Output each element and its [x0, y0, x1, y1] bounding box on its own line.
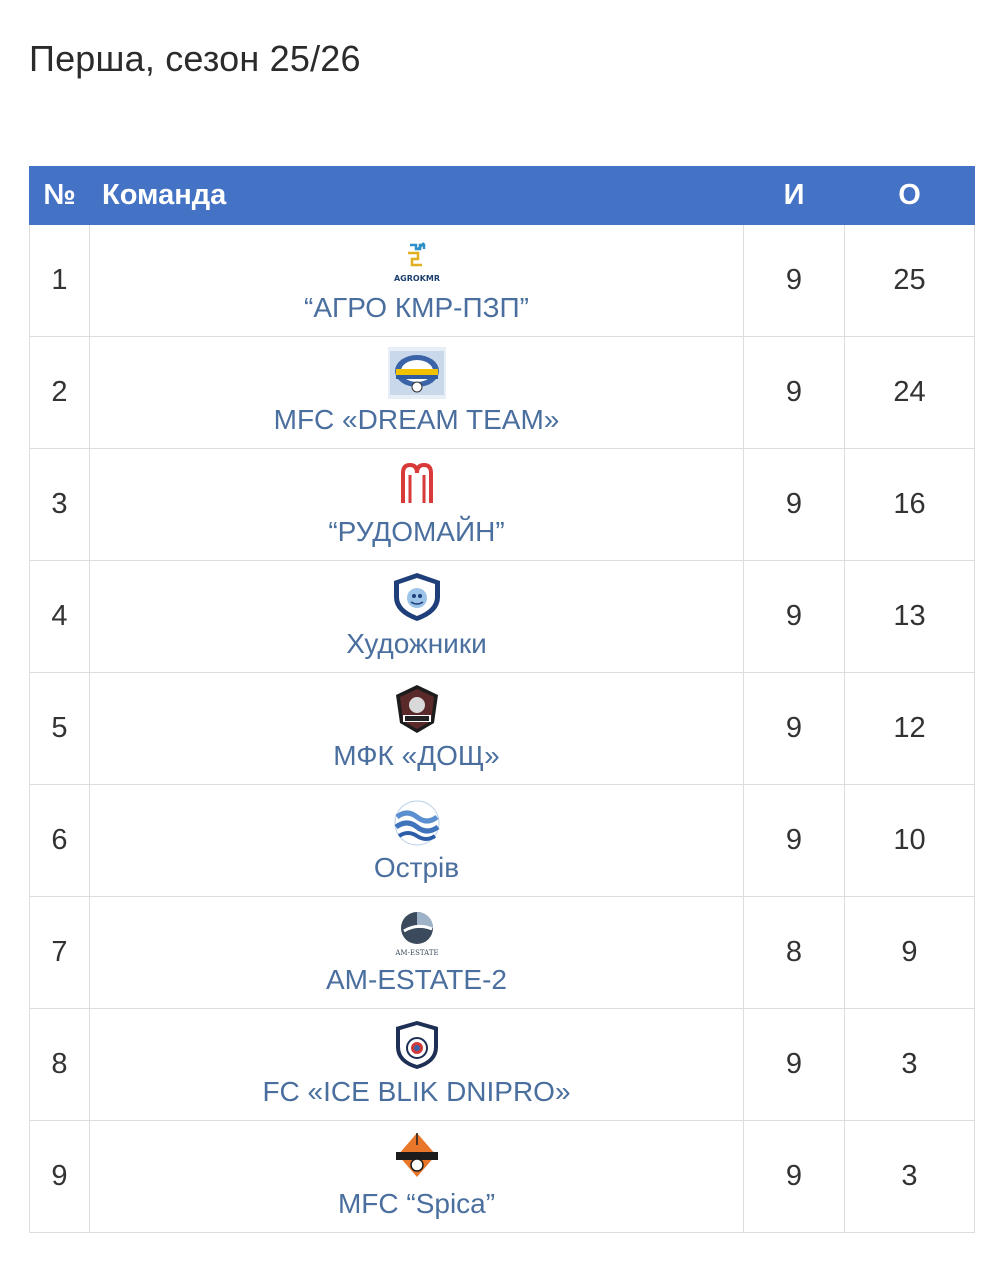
table-row: 4 Художники 9 13 — [29, 560, 975, 673]
dream-team-logo-icon[interactable] — [387, 347, 446, 399]
table-row: 1 AGROKMR “АГРО КМР-ПЗП” 9 25 — [29, 224, 975, 337]
position-cell: 5 — [29, 672, 90, 785]
team-name-link[interactable]: MFC “Spica” — [337, 1188, 496, 1219]
team-name-link[interactable]: “РУДОМАЙН” — [328, 516, 505, 547]
position-cell: 8 — [29, 1008, 90, 1121]
team-cell: “РУДОМАЙН” — [89, 448, 744, 561]
am-estate-logo-icon[interactable]: AM-ESTATE — [387, 907, 446, 959]
games-cell: 8 — [743, 896, 845, 1009]
points-cell: 16 — [844, 448, 975, 561]
points-cell: 24 — [844, 336, 975, 449]
doshch-logo-icon[interactable] — [387, 683, 446, 735]
header-team[interactable]: Команда — [89, 166, 744, 225]
points-cell: 12 — [844, 672, 975, 785]
points-cell: 3 — [844, 1008, 975, 1121]
table-row: 8 FC «ICE BLIK DNIPRO» 9 3 — [29, 1008, 975, 1121]
points-cell: 25 — [844, 224, 975, 337]
games-cell: 9 — [743, 784, 845, 897]
position-cell: 3 — [29, 448, 90, 561]
position-cell: 2 — [29, 336, 90, 449]
team-name-link[interactable]: Острів — [373, 852, 460, 883]
table-row: 7 AM-ESTATE AM-ESTATE-2 8 9 — [29, 896, 975, 1009]
position-cell: 6 — [29, 784, 90, 897]
games-cell: 9 — [743, 336, 845, 449]
team-name-link[interactable]: Художники — [346, 628, 487, 659]
position-cell: 1 — [29, 224, 90, 337]
header-number[interactable]: № — [29, 166, 90, 225]
games-cell: 9 — [743, 1008, 845, 1121]
position-cell: 7 — [29, 896, 90, 1009]
team-name-link[interactable]: FC «ICE BLIK DNIPRO» — [262, 1076, 571, 1107]
standings-table: № Команда И О 1 AGROKMR “АГРО КМР-ПЗП” — [29, 166, 975, 1233]
table-row: 2 MFC «DREAM TEAM» 9 24 — [29, 336, 975, 449]
table-row: 6 Острів 9 10 — [29, 784, 975, 897]
team-name-link[interactable]: MFC «DREAM TEAM» — [273, 404, 560, 435]
table-row: 3 “РУДОМАЙН” 9 16 — [29, 448, 975, 561]
spica-logo-icon[interactable] — [387, 1131, 446, 1183]
points-cell: 3 — [844, 1120, 975, 1233]
svg-text:AGROKMR: AGROKMR — [393, 274, 439, 283]
team-cell: AM-ESTATE AM-ESTATE-2 — [89, 896, 744, 1009]
khudozhnyky-logo-icon[interactable] — [387, 571, 446, 623]
team-cell: MFC «DREAM TEAM» — [89, 336, 744, 449]
svg-text:AM-ESTATE: AM-ESTATE — [394, 949, 438, 957]
header-points[interactable]: О — [844, 166, 975, 225]
team-cell: AGROKMR “АГРО КМР-ПЗП” — [89, 224, 744, 337]
position-cell: 9 — [29, 1120, 90, 1233]
team-name-link[interactable]: AM-ESTATE-2 — [326, 964, 507, 995]
points-cell: 10 — [844, 784, 975, 897]
table-header-row: № Команда И О — [29, 166, 975, 225]
position-cell: 4 — [29, 560, 90, 673]
page-title: Перша, сезон 25/26 — [29, 38, 361, 79]
team-cell: МФК «ДОЩ» — [89, 672, 744, 785]
table-row: 5 МФК «ДОЩ» 9 12 — [29, 672, 975, 785]
team-name-link[interactable]: МФК «ДОЩ» — [333, 740, 500, 771]
points-cell: 9 — [844, 896, 975, 1009]
games-cell: 9 — [743, 448, 845, 561]
header-games[interactable]: И — [743, 166, 845, 225]
games-cell: 9 — [743, 560, 845, 673]
team-cell: Острів — [89, 784, 744, 897]
games-cell: 9 — [743, 224, 845, 337]
team-cell: Художники — [89, 560, 744, 673]
games-cell: 9 — [743, 1120, 845, 1233]
team-cell: MFC “Spica” — [89, 1120, 744, 1233]
table-row: 9 MFC “Spica” 9 3 — [29, 1120, 975, 1233]
points-cell: 13 — [844, 560, 975, 673]
ice-blik-logo-icon[interactable] — [387, 1019, 446, 1071]
team-cell: FC «ICE BLIK DNIPRO» — [89, 1008, 744, 1121]
team-name-link[interactable]: “АГРО КМР-ПЗП” — [304, 292, 529, 323]
games-cell: 9 — [743, 672, 845, 785]
rudomain-logo-icon[interactable] — [387, 459, 446, 511]
ostriv-logo-icon[interactable] — [387, 795, 446, 847]
agrokmr-logo-icon[interactable]: AGROKMR — [387, 235, 446, 287]
